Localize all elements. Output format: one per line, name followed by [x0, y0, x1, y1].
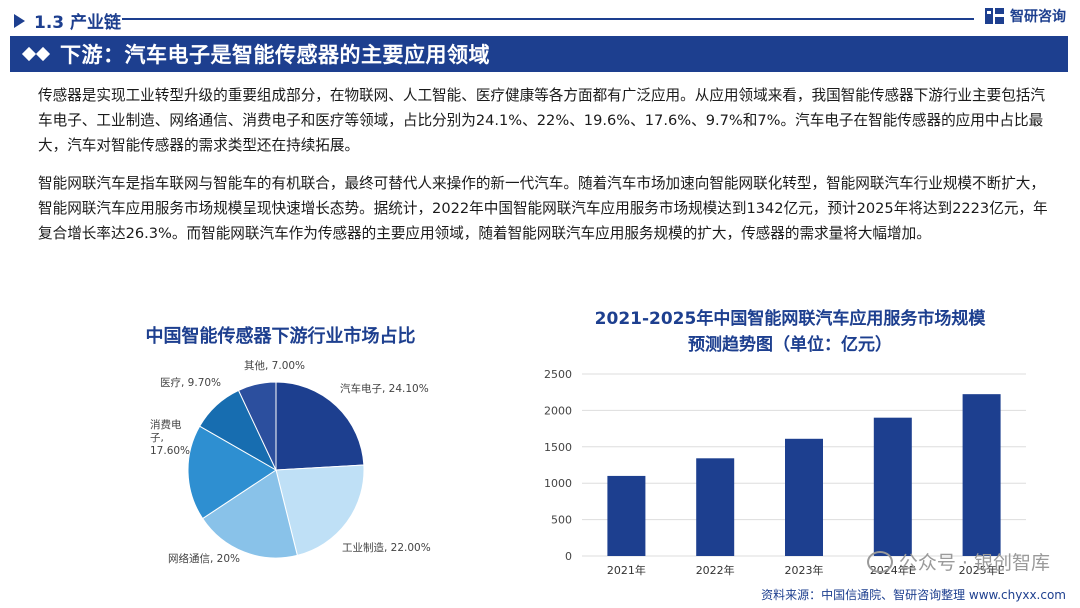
page-title: 下游：汽车电子是智能传感器的主要应用领域	[60, 43, 490, 67]
brand-logo: 智研咨询	[984, 6, 1066, 26]
y-tick-label: 1000	[544, 477, 572, 490]
x-tick-label: 2021年	[607, 563, 646, 577]
wechat-icon	[866, 550, 893, 573]
section-label: 1.3 产业链	[34, 13, 122, 33]
logo-text: 智研咨询	[1010, 9, 1066, 25]
pie-slice	[187, 425, 277, 520]
diamond-icon	[35, 46, 51, 62]
y-tick-label: 1500	[544, 441, 572, 454]
paragraph-1: 传感器是实现工业转型升级的重要组成部分，在物联网、人工智能、医疗健康等各方面都有…	[38, 87, 1045, 154]
title-banner: 下游：汽车电子是智能传感器的主要应用领域	[10, 36, 1068, 72]
bar-chart-title-line1: 2021-2025年中国智能网联汽车应用服务市场规模	[594, 309, 986, 329]
pie-slice	[201, 469, 298, 559]
top-header: 1.3 产业链 智研咨询	[0, 0, 1080, 34]
bar	[607, 475, 646, 556]
bar	[873, 417, 912, 556]
pie-slice-label: 工业制造, 22.00%	[342, 541, 431, 554]
wechat-watermark: 公众号 · 银创智库	[866, 548, 1050, 575]
bar	[962, 394, 1001, 556]
triangle-icon	[14, 13, 25, 28]
pie-chart-title: 中国智能传感器下游行业市场占比	[145, 326, 416, 347]
y-tick-label: 2500	[544, 368, 572, 381]
pie-slice-label: 其他, 7.00%	[244, 359, 305, 372]
pie-slice-label: 汽车电子, 24.10%	[340, 382, 429, 395]
watermark-text: 公众号 · 银创智库	[898, 552, 1050, 574]
logo-mark-icon	[985, 8, 1004, 24]
bar-chart-title: 2021-2025年中国智能网联汽车应用服务市场规模 预测趋势图（单位：亿元）	[555, 306, 1025, 358]
pie-slice	[275, 381, 365, 471]
x-tick-label: 2023年	[785, 563, 824, 577]
y-tick-label: 500	[551, 514, 572, 527]
section-heading: 1.3 产业链	[14, 8, 121, 33]
source-note: 资料来源：中国信通院、智研咨询整理 www.chyxx.com	[761, 588, 1066, 602]
pie-slice-label: 医疗, 9.70%	[160, 376, 221, 389]
pie-slice	[275, 464, 365, 556]
bar-chart-title-line2: 预测趋势图（单位：亿元）	[688, 335, 892, 355]
bar	[785, 438, 823, 556]
diamond-icon	[21, 46, 37, 62]
pie-slice-label: 消费电子, 17.60%	[150, 418, 190, 457]
bar	[696, 458, 735, 556]
y-tick-label: 2000	[544, 404, 572, 417]
header-divider	[122, 18, 974, 20]
x-tick-label: 2022年	[696, 563, 735, 577]
paragraph-2: 智能网联汽车是指车联网与智能车的有机联合，最终可替代人来操作的新一代汽车。随着汽…	[38, 175, 1048, 242]
pie-slice	[237, 381, 277, 471]
y-tick-label: 0	[565, 550, 572, 563]
pie-slice-label: 网络通信, 20%	[168, 552, 240, 565]
pie-slice	[199, 389, 278, 472]
